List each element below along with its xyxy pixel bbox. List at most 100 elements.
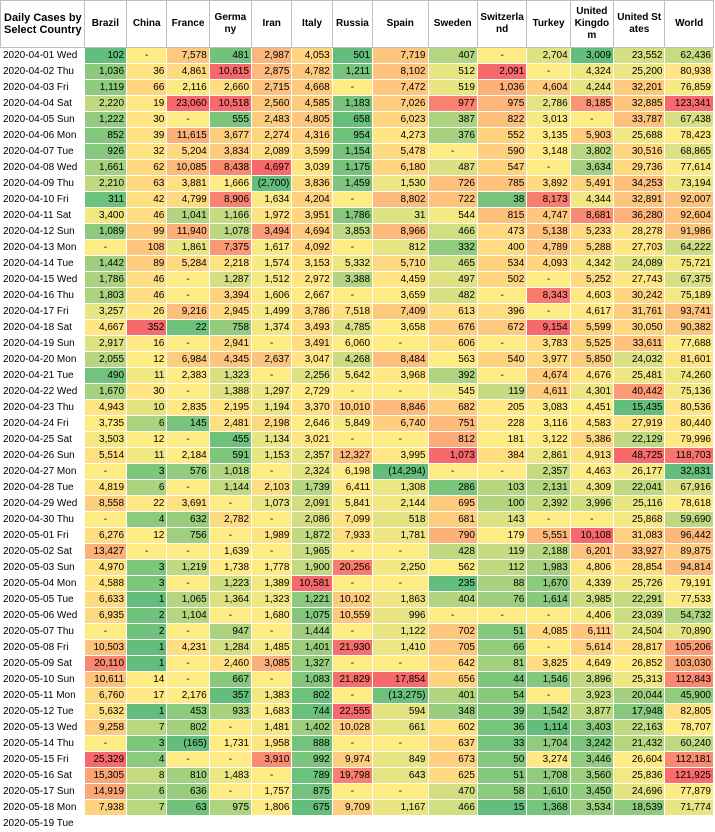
cell-italy[interactable]: 3,599 [291, 143, 333, 160]
cell-germany[interactable]: 2,481 [208, 415, 253, 432]
cell-sweden[interactable]: 404 [427, 591, 478, 608]
cell-germany[interactable] [208, 815, 253, 832]
cell-china[interactable]: 1 [126, 703, 168, 720]
cell-turkey[interactable]: 1,708 [526, 767, 571, 784]
cell-united-states[interactable]: 22,163 [613, 719, 666, 736]
cell-brazil[interactable]: 8,558 [83, 495, 128, 512]
cell-united-kingdom[interactable]: 3,802 [569, 143, 615, 160]
cell-germany[interactable]: 1,483 [208, 767, 253, 784]
cell-iran[interactable]: 1,383 [251, 687, 293, 704]
cell-united-states[interactable]: 26,604 [613, 751, 666, 768]
cell-germany[interactable]: 3,394 [208, 287, 253, 304]
cell-iran[interactable]: 1,617 [251, 239, 293, 256]
cell-iran[interactable]: 1,297 [251, 383, 293, 400]
cell-germany[interactable]: 2,782 [208, 511, 253, 528]
cell-spain[interactable]: 8,966 [372, 223, 429, 240]
cell-brazil[interactable]: 2,210 [83, 175, 128, 192]
date-cell[interactable]: 2020-04-11 Sat [0, 207, 85, 224]
cell-brazil[interactable]: 102 [83, 47, 128, 64]
cell-turkey[interactable]: 2,131 [526, 479, 571, 496]
cell-italy[interactable]: 4,092 [291, 239, 333, 256]
cell-turkey[interactable]: 1,610 [526, 783, 571, 800]
cell-united-kingdom[interactable]: 5,288 [569, 239, 615, 256]
cell-iran[interactable]: 1,757 [251, 783, 293, 800]
cell-world[interactable]: 80,440 [664, 415, 714, 432]
cell-spain[interactable]: 1,781 [372, 527, 429, 544]
cell-turkey[interactable]: 5,551 [526, 527, 571, 544]
cell-spain[interactable]: 3,658 [372, 319, 429, 336]
cell-iran[interactable] [251, 815, 293, 832]
cell-switzerland[interactable]: 143 [476, 511, 528, 528]
cell-united-kingdom[interactable]: - [569, 511, 615, 528]
cell-united-kingdom[interactable]: 3,446 [569, 751, 615, 768]
cell-sweden[interactable]: 348 [427, 703, 478, 720]
cell-switzerland[interactable] [476, 815, 528, 832]
date-cell[interactable]: 2020-04-17 Fri [0, 303, 85, 320]
cell-china[interactable]: 4 [126, 511, 168, 528]
cell-france[interactable]: 3,691 [166, 495, 210, 512]
cell-united-kingdom[interactable]: 10,108 [569, 527, 615, 544]
date-cell[interactable]: 2020-04-06 Mon [0, 127, 85, 144]
cell-united-states[interactable]: 40,442 [613, 383, 666, 400]
cell-iran[interactable]: 1,194 [251, 399, 293, 416]
cell-italy[interactable]: 4,053 [291, 47, 333, 64]
date-cell[interactable]: 2020-04-03 Fri [0, 79, 85, 96]
cell-iran[interactable]: 1,989 [251, 527, 293, 544]
cell-china[interactable]: 22 [126, 495, 168, 512]
date-cell[interactable]: 2020-04-29 Wed [0, 495, 85, 512]
cell-sweden[interactable]: 497 [427, 271, 478, 288]
cell-china[interactable]: 16 [126, 335, 168, 352]
cell-china[interactable]: 17 [126, 687, 168, 704]
cell-sweden[interactable]: - [427, 463, 478, 480]
cell-spain[interactable]: 7,409 [372, 303, 429, 320]
cell-turkey[interactable]: - [526, 271, 571, 288]
cell-germany[interactable]: 758 [208, 319, 253, 336]
cell-spain[interactable]: 8,846 [372, 399, 429, 416]
date-cell[interactable]: 2020-04-22 Wed [0, 383, 85, 400]
cell-russia[interactable]: - [331, 783, 374, 800]
date-cell[interactable]: 2020-04-04 Sat [0, 95, 85, 112]
cell-turkey[interactable]: 3,825 [526, 655, 571, 672]
cell-france[interactable]: - [166, 111, 210, 128]
cell-china[interactable]: 1 [126, 591, 168, 608]
cell-iran[interactable]: 1,153 [251, 447, 293, 464]
cell-germany[interactable]: - [208, 783, 253, 800]
cell-sweden[interactable]: 401 [427, 687, 478, 704]
cell-brazil[interactable]: 1,670 [83, 383, 128, 400]
cell-italy[interactable]: 2,729 [291, 383, 333, 400]
cell-brazil[interactable]: 2,917 [83, 335, 128, 352]
cell-italy[interactable]: 3,039 [291, 159, 333, 176]
cell-spain[interactable]: 2,250 [372, 559, 429, 576]
cell-china[interactable]: 6 [126, 479, 168, 496]
cell-united-states[interactable]: 23,039 [613, 607, 666, 624]
cell-spain[interactable]: 2,144 [372, 495, 429, 512]
cell-brazil[interactable]: 926 [83, 143, 128, 160]
cell-iran[interactable]: 1,806 [251, 799, 293, 816]
cell-world[interactable]: 70,890 [664, 623, 714, 640]
cell-brazil[interactable]: 1,119 [83, 79, 128, 96]
cell-switzerland[interactable]: 39 [476, 703, 528, 720]
cell-france[interactable]: - [166, 655, 210, 672]
cell-brazil[interactable]: 6,760 [83, 687, 128, 704]
cell-switzerland[interactable]: 50 [476, 751, 528, 768]
cell-united-states[interactable]: 24,089 [613, 255, 666, 272]
cell-united-kingdom[interactable]: 3,877 [569, 703, 615, 720]
cell-brazil[interactable]: 4,943 [83, 399, 128, 416]
cell-sweden[interactable]: 487 [427, 159, 478, 176]
date-cell[interactable]: 2020-05-06 Wed [0, 607, 85, 624]
cell-turkey[interactable]: 2,861 [526, 447, 571, 464]
cell-switzerland[interactable]: 36 [476, 719, 528, 736]
cell-world[interactable]: 77,533 [664, 591, 714, 608]
cell-france[interactable]: - [166, 543, 210, 560]
cell-spain[interactable]: 3,659 [372, 287, 429, 304]
cell-china[interactable]: 26 [126, 303, 168, 320]
cell-sweden[interactable]: 519 [427, 79, 478, 96]
cell-china[interactable]: 3 [126, 463, 168, 480]
cell-germany[interactable]: 8,438 [208, 159, 253, 176]
cell-italy[interactable]: 1,083 [291, 671, 333, 688]
cell-russia[interactable]: 1,183 [331, 95, 374, 112]
cell-united-states[interactable]: 27,919 [613, 415, 666, 432]
cell-russia[interactable]: 6,198 [331, 463, 374, 480]
cell-brazil[interactable]: 10,503 [83, 639, 128, 656]
cell-sweden[interactable]: 466 [427, 223, 478, 240]
